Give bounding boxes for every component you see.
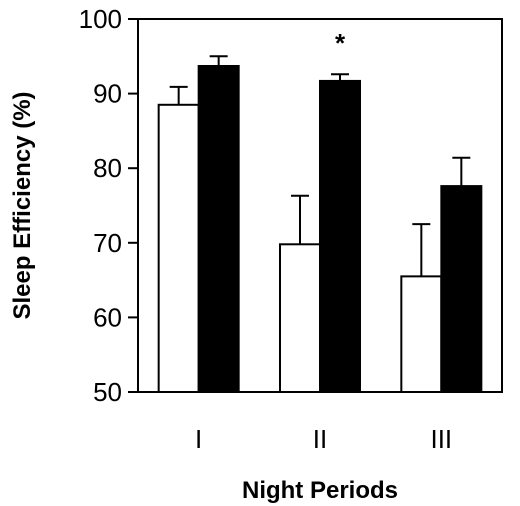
- bar-I-series-2: [197, 64, 240, 394]
- y-tick-label: 90: [93, 79, 122, 109]
- bar-I-series-1: [157, 103, 200, 393]
- x-category-label: I: [195, 424, 202, 454]
- x-category-label: II: [313, 424, 327, 454]
- y-tick-label: 70: [93, 228, 122, 258]
- bar-II-series-2: [319, 79, 361, 393]
- y-axis-title: Sleep Efficiency (%): [9, 91, 36, 319]
- significance-marker: *: [335, 28, 346, 58]
- x-category-label: III: [430, 424, 452, 454]
- plot-frame: [137, 18, 503, 393]
- y-tick-label: 100: [79, 4, 122, 34]
- plot-area: *: [157, 28, 483, 394]
- x-axis: I II III: [195, 424, 452, 454]
- y-tick-label: 50: [93, 377, 122, 407]
- bar-III-series-1: [400, 275, 443, 393]
- y-axis: 50 60 70 80 90 100: [79, 4, 138, 407]
- bar-II-series-1: [279, 243, 321, 393]
- x-axis-title: Night Periods: [242, 477, 398, 504]
- y-tick-label: 80: [93, 153, 122, 183]
- y-tick-label: 60: [93, 302, 122, 332]
- bar-III-series-2: [440, 185, 483, 393]
